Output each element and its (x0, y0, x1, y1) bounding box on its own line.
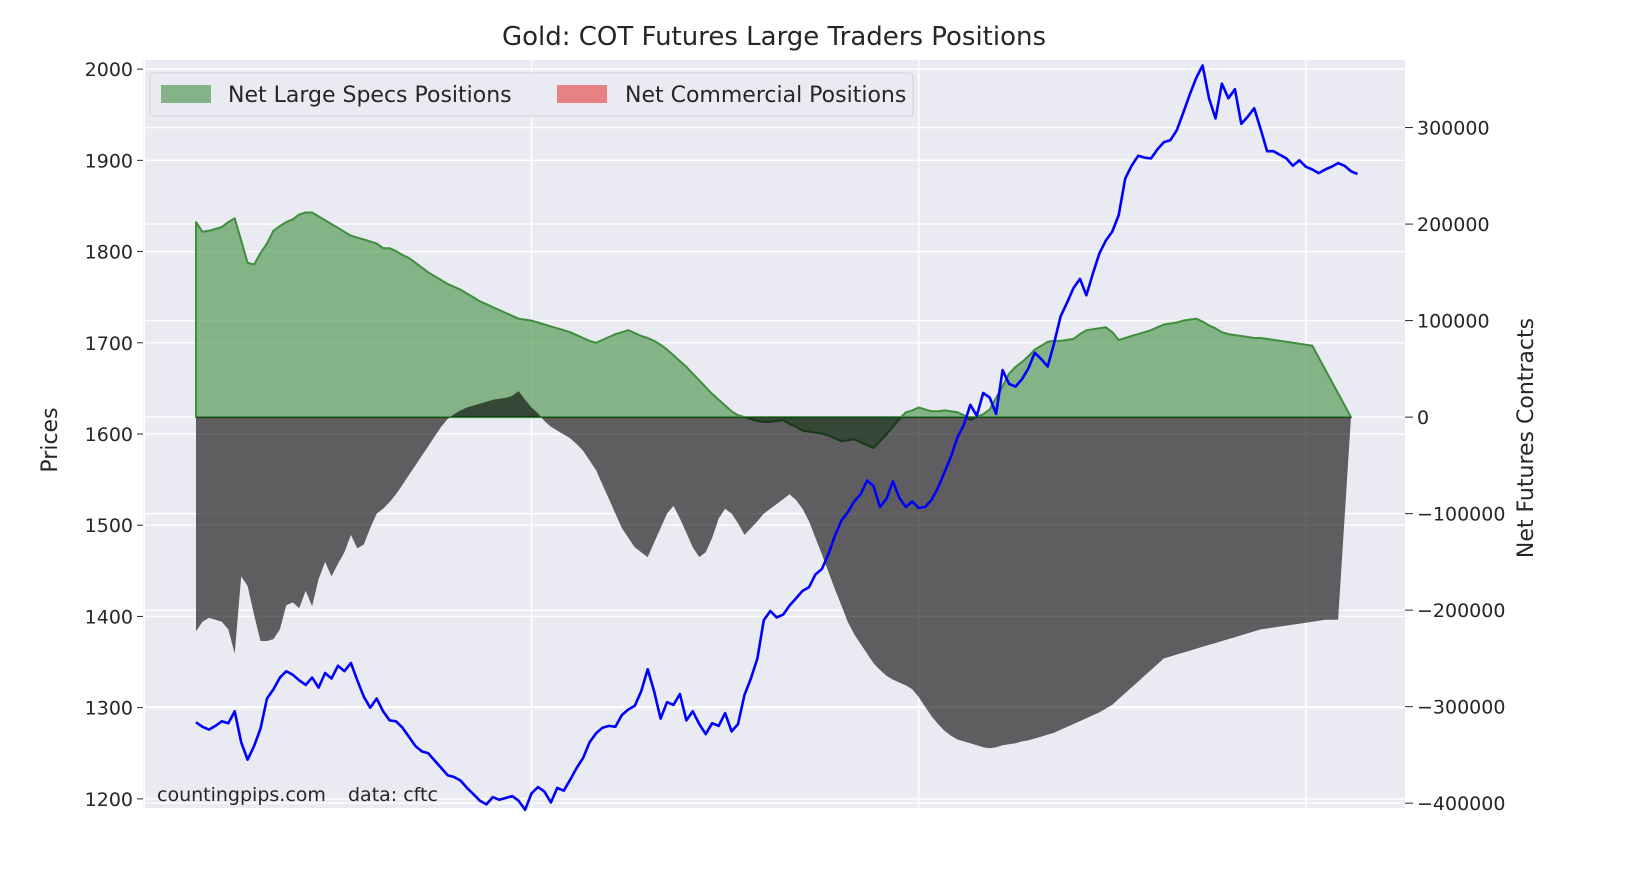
right-tick-label-5: 100000 (1417, 311, 1490, 333)
right-tick-label-1: −300000 (1417, 697, 1505, 719)
legend-swatch-commercial (557, 85, 607, 103)
right-tick-label-0: −400000 (1417, 793, 1505, 815)
left-tick-label-3: 1500 (85, 515, 133, 537)
left-axis-label: Prices (38, 407, 63, 472)
left-tick-label-6: 1800 (85, 242, 133, 264)
right-tick-label-2: −200000 (1417, 600, 1505, 622)
left-tick-label-0: 1200 (85, 789, 133, 811)
right-axis-label: Net Futures Contracts (1514, 318, 1539, 558)
area-layer (195, 211, 1352, 749)
price-line (195, 64, 1358, 812)
left-axis: 1200 1300 1400 1500 1600 1700 1800 1900 2000 (85, 59, 143, 811)
legend-frame (149, 72, 914, 117)
chart-title: Gold: COT Futures Large Traders Position… (502, 22, 1046, 52)
annotation-data: data: cftc (348, 784, 438, 806)
right-tick-label-6: 200000 (1417, 214, 1490, 236)
right-tick-label-4: 0 (1417, 407, 1429, 429)
right-axis: −400000 −300000 −200000 −100000 0 100000 20000… (1405, 118, 1505, 815)
left-tick-label-7: 1900 (85, 150, 133, 172)
left-tick-label-5: 1700 (85, 333, 133, 355)
right-tick-label-7: 300000 (1417, 118, 1490, 140)
legend-swatch-specs (161, 85, 211, 103)
left-tick-label-8: 2000 (85, 59, 133, 81)
left-tick-label-4: 1600 (85, 424, 133, 446)
legend-label-commercial: Net Commercial Positions (625, 83, 906, 108)
right-tick-label-3: −100000 (1417, 504, 1505, 526)
left-tick-label-2: 1400 (85, 606, 133, 628)
annotation-source: countingpips.com (157, 784, 326, 806)
left-tick-label-1: 1300 (85, 698, 133, 720)
legend-label-specs: Net Large Specs Positions (228, 83, 512, 108)
legend: Net Large Specs Positions Net Commercial… (149, 72, 914, 117)
line-layer (195, 64, 1358, 812)
area-series-1 (196, 391, 1351, 749)
